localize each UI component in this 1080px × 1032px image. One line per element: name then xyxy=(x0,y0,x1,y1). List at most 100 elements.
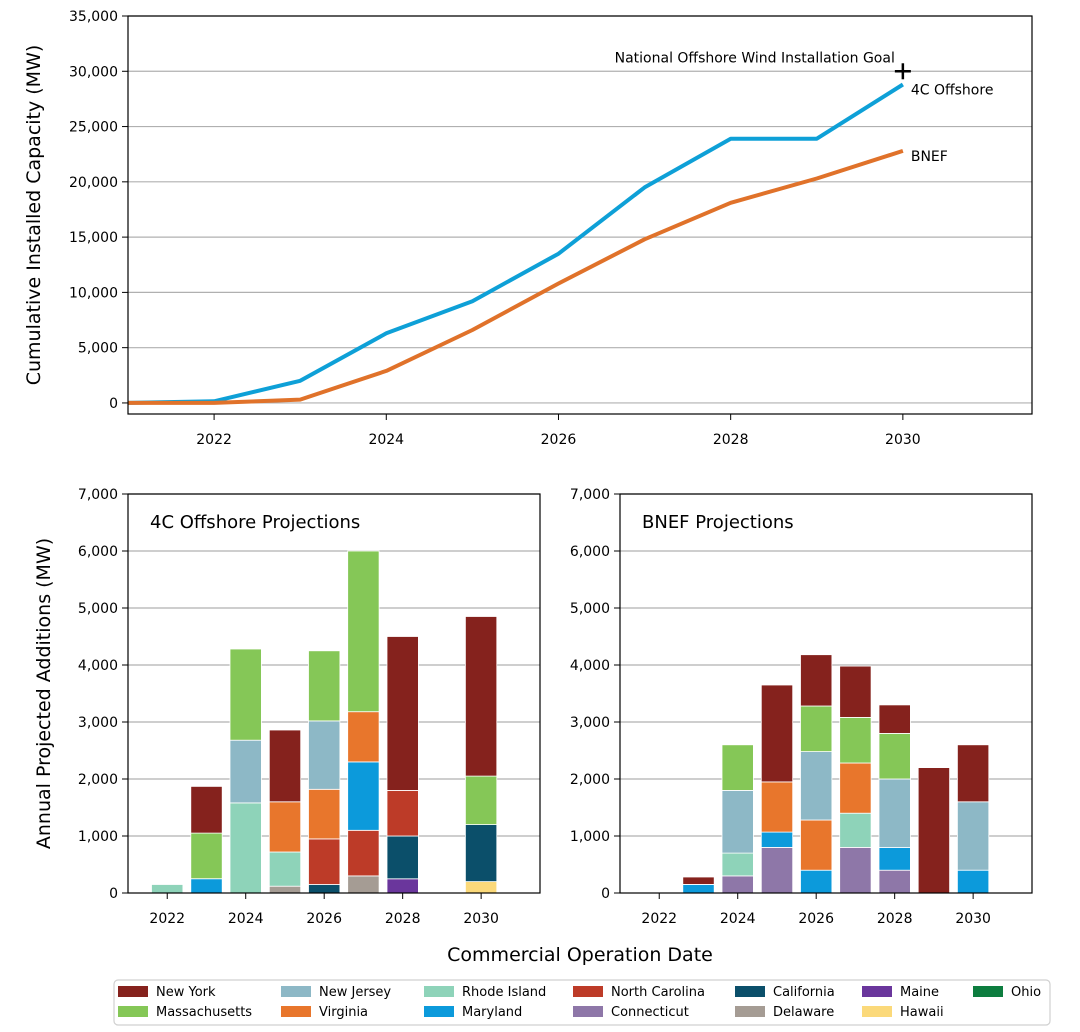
series-line-4c-offshore xyxy=(127,82,904,405)
x-tick-label: 2026 xyxy=(541,432,577,448)
x-tick-label: 2022 xyxy=(641,911,677,927)
bar-segment-maryland-2026 xyxy=(800,869,833,894)
bar-segment-new-york-2026 xyxy=(800,654,833,707)
bar-segment-rhode-island-2024 xyxy=(229,802,262,894)
y-tick-label: 7,000 xyxy=(570,487,610,503)
bar-segment-massachusetts-2030 xyxy=(464,775,498,825)
x-tick-label: 2026 xyxy=(798,911,834,927)
y-tick-label: 4,000 xyxy=(570,658,610,674)
x-tick-label: 2024 xyxy=(368,432,404,448)
y-tick-label: 2,000 xyxy=(78,772,118,788)
legend-swatch-california xyxy=(735,986,765,997)
y-tick-label: 7,000 xyxy=(78,487,118,503)
bar-segment-maryland-2030 xyxy=(957,869,990,894)
series-label-4c-offshore: 4C Offshore xyxy=(911,83,994,99)
bar-segment-north-carolina-2027 xyxy=(347,829,380,877)
bar-segment-california-2028 xyxy=(386,835,419,880)
y-tick-label: 6,000 xyxy=(78,544,118,560)
legend-swatch-rhode-island xyxy=(424,986,454,997)
legend-label-north-carolina: North Carolina xyxy=(611,985,705,1000)
x-tick-label: 2024 xyxy=(228,911,264,927)
bar-segment-new-jersey-2024 xyxy=(721,790,754,854)
bar-segment-new-york-2027 xyxy=(839,665,872,718)
bar-segment-new-york-2025 xyxy=(760,684,794,783)
bar-segment-virginia-2027 xyxy=(839,762,872,814)
x-tick-label: 2028 xyxy=(713,432,749,448)
bar-segment-massachusetts-2024 xyxy=(229,648,262,741)
x-tick-label: 2028 xyxy=(385,911,421,927)
bnef-bar-chart: 0 1,000 2,000 3,000 4,000 5,000 6,000 7,000 2022… xyxy=(570,487,1033,927)
y-tick-label: 10,000 xyxy=(69,285,118,301)
bar-segment-virginia-2025 xyxy=(268,801,302,853)
bar-segment-rhode-island-2022 xyxy=(151,884,184,894)
legend-label-hawaii: Hawaii xyxy=(900,1005,944,1020)
legend-label-maryland: Maryland xyxy=(462,1005,522,1020)
legend-label-new-york: New York xyxy=(156,985,216,1000)
legend-label-delaware: Delaware xyxy=(773,1005,834,1020)
bar-segment-new-york-2023 xyxy=(190,786,223,834)
bar-segment-massachusetts-2027 xyxy=(347,550,380,713)
bar-segment-new-york-2029 xyxy=(917,767,951,894)
bar-segment-virginia-2026 xyxy=(308,788,341,840)
bar-segment-massachusetts-2026 xyxy=(800,705,833,752)
legend-swatch-new-york xyxy=(118,986,148,997)
y-tick-label: 6,000 xyxy=(570,544,610,560)
bar-segment-new-york-2028 xyxy=(386,636,419,791)
y-tick-label: 5,000 xyxy=(78,341,118,357)
bar-segment-rhode-island-2027 xyxy=(839,812,872,848)
x-tick-label: 2022 xyxy=(149,911,185,927)
bar-segment-hawaii-2030 xyxy=(464,881,498,894)
bar-segment-maryland-2028 xyxy=(878,847,911,871)
y-tick-label: 0 xyxy=(109,886,118,902)
x-tick-label: 2026 xyxy=(306,911,342,927)
bar-segment-maryland-2027 xyxy=(347,761,380,831)
y-tick-label: 1,000 xyxy=(78,829,118,845)
series-label-bnef: BNEF xyxy=(911,149,948,165)
bar-segment-new-york-2030 xyxy=(464,616,498,777)
y-tick-label: 3,000 xyxy=(570,715,610,731)
legend-label-connecticut: Connecticut xyxy=(611,1005,689,1020)
y-tick-label: 35,000 xyxy=(69,9,118,25)
bar-segment-virginia-2027 xyxy=(347,711,380,763)
bar-segment-new-jersey-2026 xyxy=(308,720,341,790)
y-tick-label: 2,000 xyxy=(570,772,610,788)
y-tick-label: 20,000 xyxy=(69,175,118,191)
legend-swatch-hawaii xyxy=(862,1006,892,1017)
x-tick-label: 2030 xyxy=(955,911,991,927)
bar-segment-connecticut-2028 xyxy=(878,869,911,894)
y-tick-label: 5,000 xyxy=(570,601,610,617)
bar-segment-rhode-island-2024 xyxy=(721,852,754,877)
legend-label-virginia: Virginia xyxy=(319,1005,368,1020)
bar-segment-connecticut-2025 xyxy=(760,847,794,894)
plot-frame xyxy=(127,493,541,894)
legend-swatch-maine xyxy=(862,986,892,997)
y-tick-label: 30,000 xyxy=(69,64,118,80)
bar-segment-massachusetts-2027 xyxy=(839,717,872,764)
bar-segment-rhode-island-2025 xyxy=(268,851,302,887)
bar-segment-north-carolina-2026 xyxy=(308,838,341,885)
legend-swatch-massachusetts xyxy=(118,1006,148,1017)
bar-segment-massachusetts-2024 xyxy=(721,744,754,791)
x-tick-label: 2030 xyxy=(463,911,499,927)
legend-swatch-maryland xyxy=(424,1006,454,1017)
y-tick-label: 25,000 xyxy=(69,120,118,136)
goal-label: National Offshore Wind Installation Goal xyxy=(615,50,895,66)
bar-segment-california-2030 xyxy=(464,824,498,882)
y-axis-label: Cumulative Installed Capacity (MW) xyxy=(23,45,45,386)
bar-segment-delaware-2027 xyxy=(347,875,380,894)
y-tick-label: 1,000 xyxy=(570,829,610,845)
x-tick-label: 2030 xyxy=(885,432,921,448)
legend-swatch-virginia xyxy=(281,1006,311,1017)
legend-label-ohio: Ohio xyxy=(1011,985,1041,1000)
bar-segment-virginia-2026 xyxy=(800,819,833,871)
bar-segment-delaware-2025 xyxy=(268,885,302,894)
bar-segment-new-york-2025 xyxy=(268,729,302,803)
y-tick-label: 0 xyxy=(109,396,118,412)
bar-segment-connecticut-2027 xyxy=(839,847,872,894)
legend-swatch-new-jersey xyxy=(281,986,311,997)
legend-label-california: California xyxy=(773,985,835,1000)
y-tick-label: 3,000 xyxy=(78,715,118,731)
series-line-bnef xyxy=(128,148,904,405)
y-tick-label: 15,000 xyxy=(69,230,118,246)
bar-segment-virginia-2025 xyxy=(760,781,794,833)
